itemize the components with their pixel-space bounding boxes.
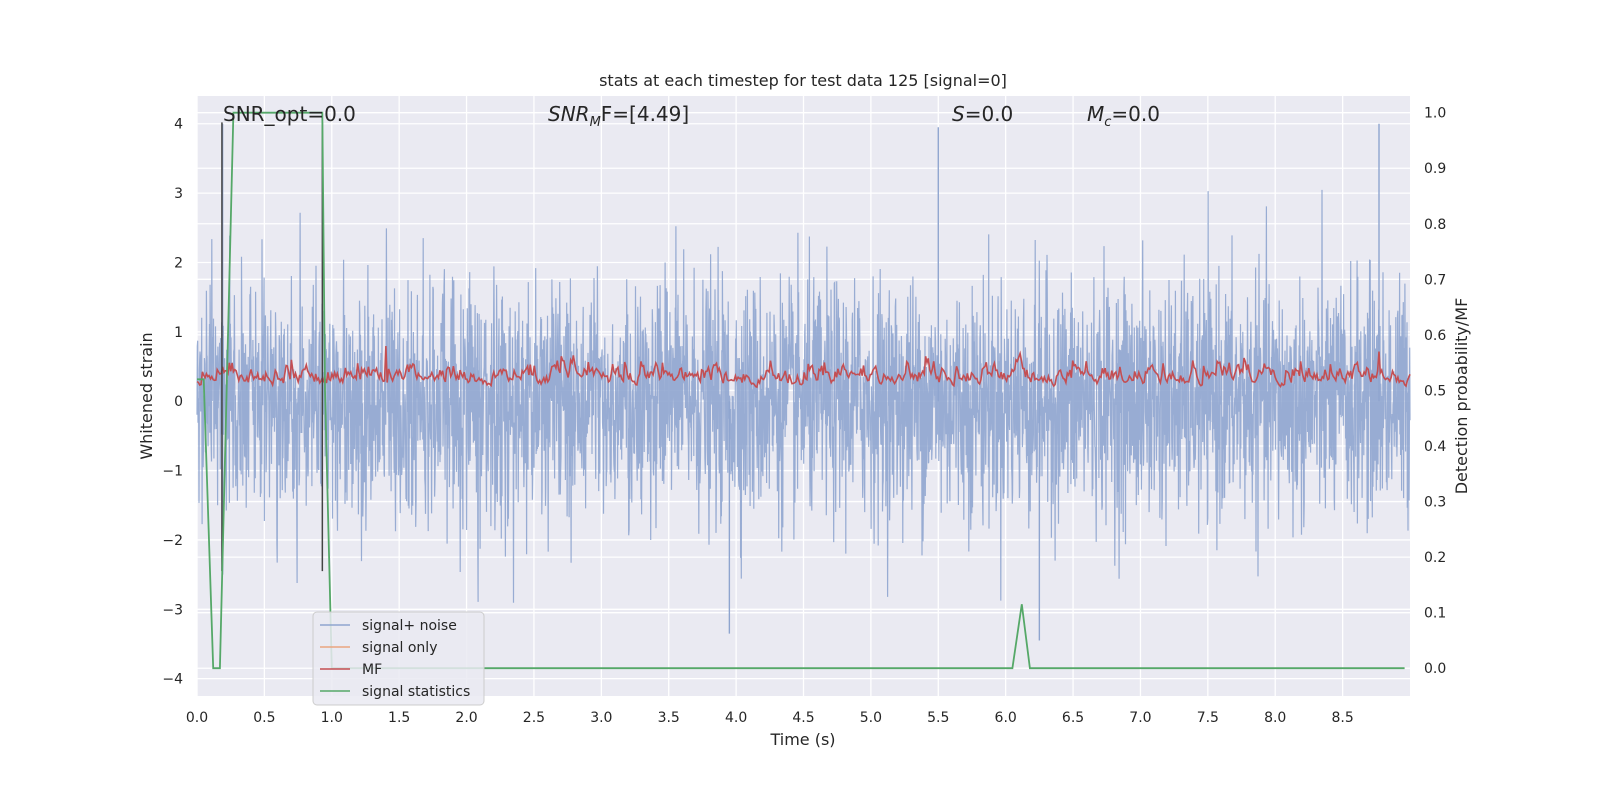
x-tick-label: 5.5 — [927, 710, 949, 726]
series-signal-statistics — [197, 111, 1405, 670]
x-tick-label: 2.5 — [523, 710, 545, 726]
y-left-tick-label: 4 — [174, 117, 183, 133]
annotation-s-rest: =0.0 — [965, 102, 1014, 126]
y-left-tick-label: 0 — [174, 394, 183, 410]
annotation-snr-opt: SNR_opt=0.0 — [223, 102, 356, 126]
x-tick-label: 4.0 — [725, 710, 747, 726]
y-axis-left-label: Whitened strain — [137, 332, 156, 459]
y-right-tick-label: 0.3 — [1424, 495, 1446, 511]
y-right-tick-label: 1.0 — [1424, 106, 1446, 122]
x-tick-label: 1.0 — [321, 710, 343, 726]
y-right-tick-label: 0.5 — [1424, 383, 1446, 399]
annotation-mc: Mc=0.0 — [1087, 102, 1160, 130]
plot-area — [196, 111, 1411, 670]
series-signal-noise — [196, 189, 1411, 603]
y-right-tick-label: 0.6 — [1424, 328, 1446, 344]
x-tick-label: 8.5 — [1331, 710, 1353, 726]
x-axis-ticks: 0.0 0.5 1.0 1.5 2.0 2.5 3.0 3.5 4.0 4.5 5.0 5.5 6.0 6… — [186, 710, 1354, 726]
x-tick-label: 6.0 — [995, 710, 1017, 726]
y-left-tick-label: 3 — [174, 186, 183, 202]
annotation-s: S=0.0 — [952, 102, 1013, 126]
x-tick-label: 6.5 — [1062, 710, 1084, 726]
y-right-tick-label: 0.4 — [1424, 439, 1446, 455]
legend-label-signal-only: signal only — [362, 640, 437, 656]
y-right-tick-label: 0.0 — [1424, 661, 1446, 677]
annotation-mc-sub: c — [1104, 115, 1111, 130]
annotation-snr-mf-rest: F=[4.49] — [601, 102, 689, 126]
y-left-tick-label: −2 — [162, 533, 183, 549]
series-mf — [196, 345, 1411, 389]
x-tick-label: 7.5 — [1197, 710, 1219, 726]
y-left-tick-label: −1 — [162, 464, 183, 480]
legend-label-signal-statistics: signal statistics — [362, 684, 470, 700]
x-tick-label: 3.5 — [658, 710, 680, 726]
legend-label-signal-noise: signal+ noise — [362, 618, 457, 634]
x-tick-label: 3.0 — [590, 710, 612, 726]
annotation-s-var: S — [952, 102, 965, 126]
annotation-snr-mf-base: SNR — [548, 102, 590, 126]
y-left-tick-label: −4 — [162, 672, 183, 688]
legend-box — [312, 611, 485, 706]
annotation-snr-mf: SNRMF=[4.49] — [548, 102, 689, 130]
y-axis-left-ticks: −4 −3 −2 −1 0 1 2 3 4 — [162, 117, 183, 688]
x-tick-label: 7.0 — [1129, 710, 1151, 726]
x-tick-label: 0.0 — [186, 710, 208, 726]
y-right-tick-label: 0.2 — [1424, 550, 1446, 566]
x-tick-label: 2.0 — [455, 710, 477, 726]
y-right-tick-label: 0.9 — [1424, 161, 1446, 177]
annotation-mc-base: M — [1087, 102, 1104, 126]
y-left-tick-label: 2 — [174, 255, 183, 271]
annotation-mc-rest: =0.0 — [1111, 102, 1160, 126]
y-left-tick-label: −3 — [162, 602, 183, 618]
x-tick-label: 0.5 — [253, 710, 275, 726]
annotation-snr-mf-sub: M — [590, 115, 601, 130]
x-tick-label: 1.5 — [388, 710, 410, 726]
legend-label-mf: MF — [362, 662, 382, 678]
x-axis-label: Time (s) — [769, 730, 835, 749]
y-right-tick-label: 0.7 — [1424, 272, 1446, 288]
y-left-tick-label: 1 — [174, 325, 183, 341]
chart-title: stats at each timestep for test data 125… — [599, 71, 1007, 90]
y-right-tick-label: 0.8 — [1424, 217, 1446, 233]
y-axis-right-label: Detection probability/MF — [1452, 298, 1471, 495]
x-tick-label: 8.0 — [1264, 710, 1286, 726]
x-tick-label: 5.0 — [860, 710, 882, 726]
y-right-tick-label: 0.1 — [1424, 606, 1446, 622]
legend: signal+ noise signal only MF signal stat… — [312, 611, 485, 706]
x-tick-label: 4.5 — [792, 710, 814, 726]
y-axis-right-ticks: 0.0 0.1 0.2 0.3 0.4 0.5 0.6 0.7 0.8 0.9 1.0 — [1424, 106, 1446, 678]
